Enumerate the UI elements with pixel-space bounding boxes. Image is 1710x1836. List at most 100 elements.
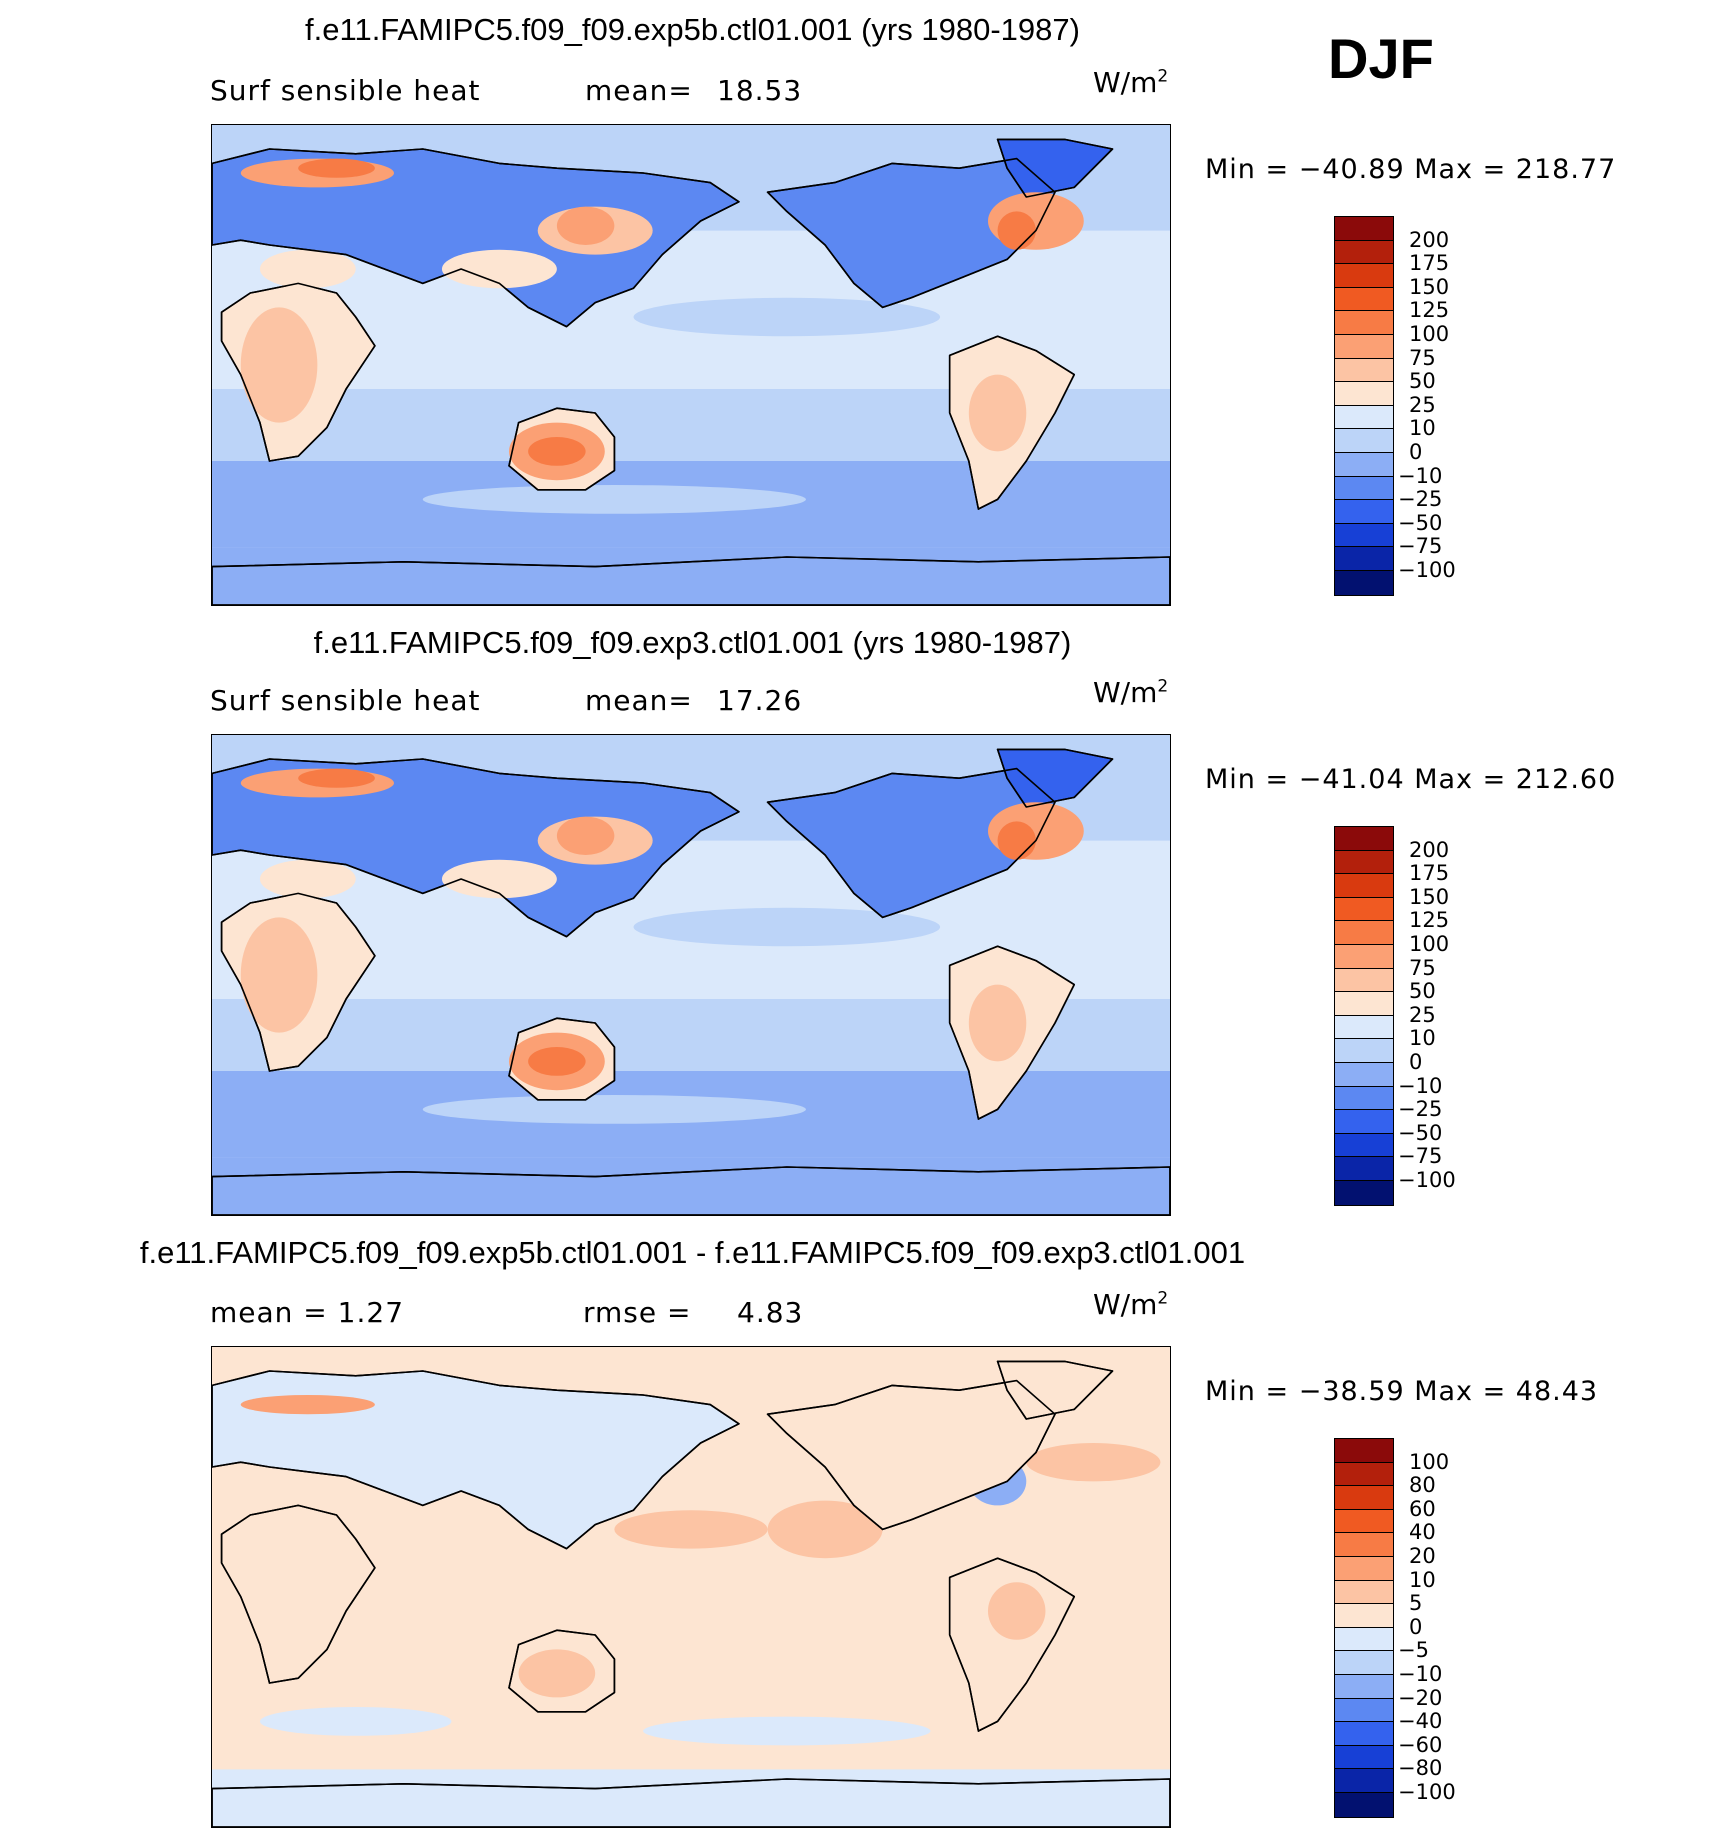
colorbar-box (1335, 898, 1393, 922)
colorbar-label: 125 (1409, 300, 1449, 321)
colorbar-label: −75 (1398, 1146, 1442, 1167)
panel-3-minmax: Min = −38.59 Max = 48.43 (1205, 1376, 1598, 1407)
colorbar-label: −25 (1398, 1099, 1442, 1120)
colorbar-label: 50 (1409, 371, 1436, 392)
colorbar-box (1335, 429, 1393, 453)
panel-1-colorbar (1334, 216, 1394, 596)
colorbar-box (1335, 1016, 1393, 1040)
colorbar-box (1335, 1581, 1393, 1605)
colorbar-box (1335, 1557, 1393, 1581)
colorbar-box (1335, 524, 1393, 548)
colorbar-label: −20 (1398, 1688, 1442, 1709)
colorbar-label: 75 (1409, 348, 1436, 369)
panel-1-stat-label: mean= (585, 74, 693, 107)
colorbar-box (1335, 1087, 1393, 1111)
colorbar-label: 0 (1409, 1052, 1422, 1073)
colorbar-label: 100 (1409, 934, 1449, 955)
colorbar-box (1335, 1181, 1393, 1205)
colorbar-box (1335, 241, 1393, 265)
colorbar-box (1335, 311, 1393, 335)
panel-3-title: f.e11.FAMIPC5.f09_f09.exp5b.ctl01.001 - … (0, 1235, 1385, 1271)
panel-3-mean-label: mean = 1.27 (210, 1296, 404, 1329)
colorbar-box (1335, 1533, 1393, 1557)
panel-3-stat-value: 4.83 (737, 1296, 803, 1329)
colorbar-box (1335, 1699, 1393, 1723)
colorbar-box (1335, 1134, 1393, 1158)
colorbar-box (1335, 1063, 1393, 1087)
colorbar-label: 150 (1409, 887, 1449, 908)
colorbar-box (1335, 477, 1393, 501)
panel-1-stat-value: 18.53 (717, 74, 802, 107)
panel-2: f.e11.FAMIPC5.f09_f09.exp3.ctl01.001 (yr… (0, 610, 1710, 1220)
colorbar-label: −50 (1398, 513, 1442, 534)
colorbar-label: 200 (1409, 230, 1449, 251)
panel-3-colorbar (1334, 1438, 1394, 1818)
colorbar-label: −50 (1398, 1123, 1442, 1144)
colorbar-box (1335, 1793, 1393, 1817)
panel-2-variable-label: Surf sensible heat (210, 684, 481, 717)
colorbar-label: 0 (1409, 442, 1422, 463)
colorbar-box (1335, 1746, 1393, 1770)
colorbar-label: 50 (1409, 981, 1436, 1002)
panel-1-minmax: Min = −40.89 Max = 218.77 (1205, 154, 1616, 185)
panel-3-units: W/m2 (1093, 1288, 1168, 1321)
panel-3-map (211, 1346, 1171, 1828)
colorbar-label: −10 (1398, 1076, 1442, 1097)
colorbar-label: −10 (1398, 1664, 1442, 1685)
panel-1-title: f.e11.FAMIPC5.f09_f09.exp5b.ctl01.001 (y… (0, 12, 1385, 48)
colorbar-label: −60 (1398, 1735, 1442, 1756)
colorbar-label: 100 (1409, 1452, 1449, 1473)
colorbar-box (1335, 851, 1393, 875)
panel-2-colorbar (1334, 826, 1394, 1206)
colorbar-box (1335, 874, 1393, 898)
colorbar-box (1335, 1463, 1393, 1487)
colorbar-box (1335, 1486, 1393, 1510)
colorbar-box (1335, 571, 1393, 595)
colorbar-label: 200 (1409, 840, 1449, 861)
colorbar-box (1335, 382, 1393, 406)
colorbar-label: 20 (1409, 1546, 1436, 1567)
colorbar-box (1335, 992, 1393, 1016)
panel-2-minmax: Min = −41.04 Max = 212.60 (1205, 764, 1616, 795)
colorbar-label: 175 (1409, 863, 1449, 884)
colorbar-label: 75 (1409, 958, 1436, 979)
map-field (212, 125, 1170, 605)
colorbar-label: −5 (1398, 1640, 1429, 1661)
colorbar-label: 60 (1409, 1499, 1436, 1520)
colorbar-box (1335, 1722, 1393, 1746)
colorbar-label: 10 (1409, 418, 1436, 439)
colorbar-label: 0 (1409, 1617, 1422, 1638)
colorbar-label: −100 (1398, 1782, 1456, 1803)
colorbar-label: −80 (1398, 1758, 1442, 1779)
colorbar-label: −40 (1398, 1711, 1442, 1732)
colorbar-label: 25 (1409, 395, 1436, 416)
panel-2-map (211, 734, 1171, 1216)
panel-1: f.e11.FAMIPC5.f09_f09.exp5b.ctl01.001 (y… (0, 0, 1710, 610)
colorbar-box (1335, 264, 1393, 288)
panel-3: f.e11.FAMIPC5.f09_f09.exp5b.ctl01.001 - … (0, 1220, 1710, 1830)
colorbar-label: −100 (1398, 560, 1456, 581)
colorbar-box (1335, 1039, 1393, 1063)
colorbar-box (1335, 335, 1393, 359)
panel-1-variable-label: Surf sensible heat (210, 74, 481, 107)
colorbar-box (1335, 921, 1393, 945)
map-field (212, 735, 1170, 1215)
colorbar-box (1335, 1651, 1393, 1675)
colorbar-label: −75 (1398, 536, 1442, 557)
colorbar-label: 40 (1409, 1522, 1436, 1543)
colorbar-box (1335, 359, 1393, 383)
colorbar-box (1335, 827, 1393, 851)
colorbar-box (1335, 453, 1393, 477)
colorbar-box (1335, 500, 1393, 524)
panel-2-stat-value: 17.26 (717, 684, 802, 717)
colorbar-box (1335, 1439, 1393, 1463)
colorbar-box (1335, 406, 1393, 430)
panel-2-title: f.e11.FAMIPC5.f09_f09.exp3.ctl01.001 (yr… (0, 625, 1385, 661)
colorbar-label: 125 (1409, 910, 1449, 931)
colorbar-label: 5 (1409, 1593, 1422, 1614)
colorbar-box (1335, 547, 1393, 571)
colorbar-label: −10 (1398, 466, 1442, 487)
colorbar-box (1335, 1769, 1393, 1793)
colorbar-box (1335, 1110, 1393, 1134)
colorbar-box (1335, 945, 1393, 969)
